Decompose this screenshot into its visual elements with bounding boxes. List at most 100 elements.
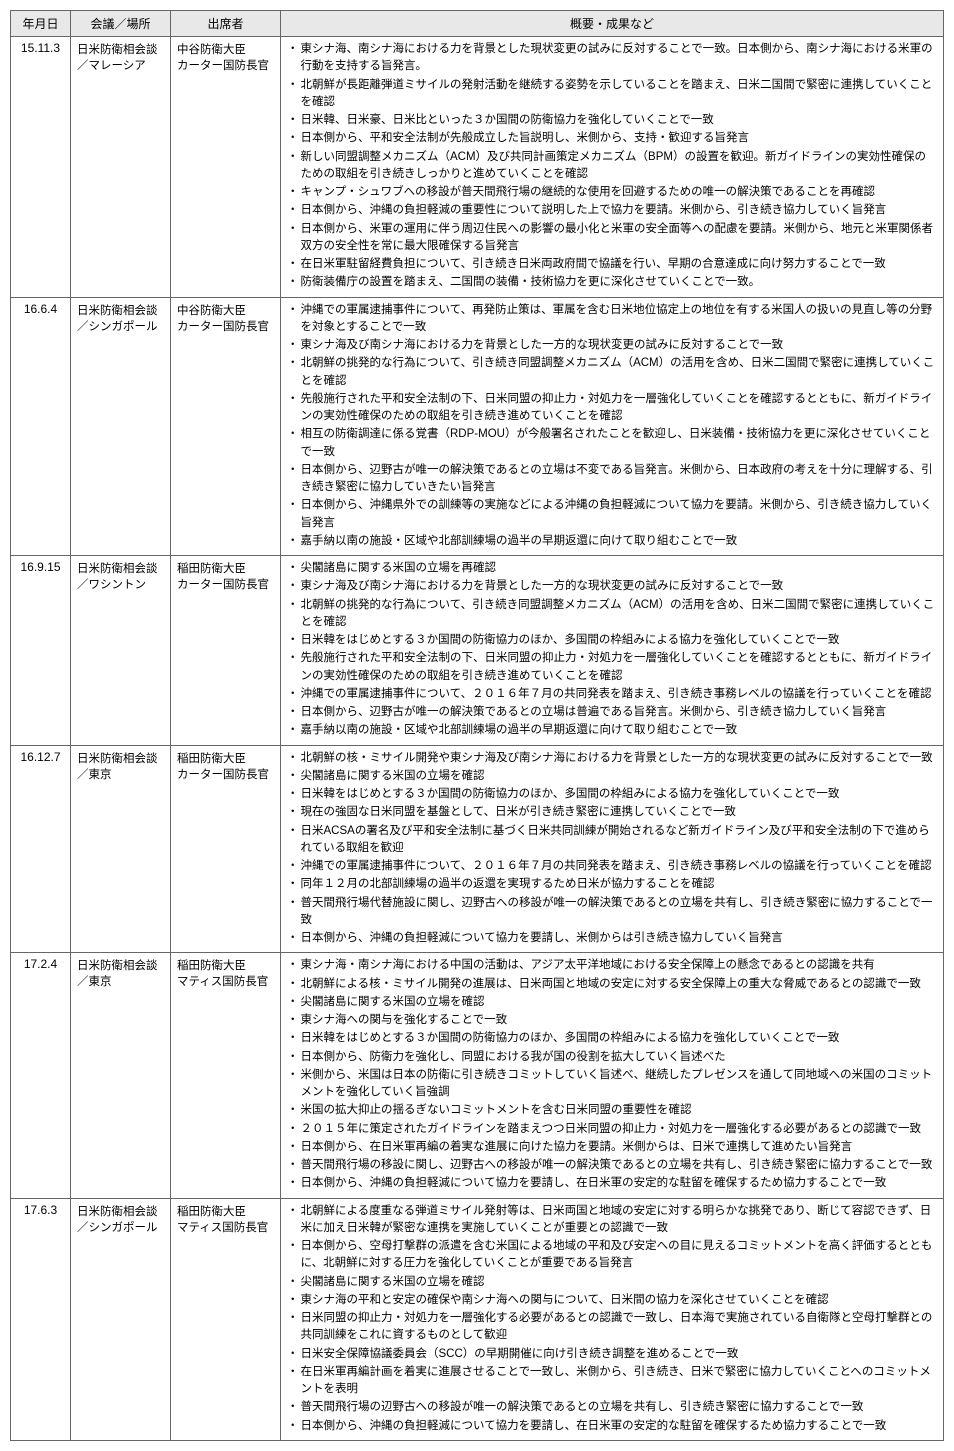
summary-text: 北朝鮮による核・ミサイル開発の進展は、日米両国と地域の安定に対する安全保障上の重… [301, 976, 938, 993]
summary-item: ・防衛装備庁の設置を踏まえ、二国間の装備・技術協力を更に深化させていくことで一致… [287, 274, 937, 291]
summary-text: 尖閣諸島に関する米国の立場を確認 [301, 1274, 938, 1291]
summary-text: ２０１５年に策定されたガイドラインを踏まえつつ日米同盟の抑止力・対処力を一層強化… [301, 1121, 938, 1138]
table-row: 16.6.4日米防衛相会談／シンガポール中谷防衛大臣カーター国防長官・沖縄での軍… [11, 297, 944, 556]
table-row: 17.2.4日米防衛相会談／東京稲田防衛大臣マティス国防長官・東シナ海・南シナ海… [11, 953, 944, 1198]
header-attendees: 出席者 [171, 11, 281, 37]
summary-text: 日米韓、日米豪、日米比といった３か国間の防衛協力を強化していくことで一致 [301, 112, 938, 129]
summary-text: 日本側から、防衛力を強化し、同盟における我が国の役割を拡大していく旨述べた [301, 1049, 938, 1066]
summary-text: 東シナ海及び南シナ海における力を背景とした一方的な現状変更の試みに反対することで… [301, 337, 938, 354]
date-cell: 17.6.3 [11, 1198, 71, 1440]
bullet-icon: ・ [287, 1238, 301, 1273]
summary-cell: ・沖縄での軍属逮捕事件について、再発防止策は、軍属を含む日米地位協定上の地位を有… [281, 297, 944, 556]
bullet-icon: ・ [287, 256, 301, 273]
summary-item: ・２０１５年に策定されたガイドラインを踏まえつつ日米同盟の抑止力・対処力を一層強… [287, 1121, 937, 1138]
summary-text: 日米韓をはじめとする３か国間の防衛協力のほか、多国間の枠組みによる協力を強化して… [301, 1030, 938, 1047]
bullet-icon: ・ [287, 976, 301, 993]
bullet-icon: ・ [287, 930, 301, 947]
summary-item: ・嘉手納以南の施設・区域や北部訓練場の過半の早期返還に向けて取り組むことで一致 [287, 722, 937, 739]
summary-item: ・北朝鮮の挑発的な行為について、引き続き同盟調整メカニズム（ACM）の活用を含め… [287, 597, 937, 632]
summary-text: 普天間飛行場の辺野古への移設が唯一の解決策であるとの立場を共有し、引き続き緊密に… [301, 1399, 938, 1416]
bullet-icon: ・ [287, 578, 301, 595]
summary-item: ・東シナ海及び南シナ海における力を背景とした一方的な現状変更の試みに反対すること… [287, 578, 937, 595]
bullet-icon: ・ [287, 1418, 301, 1435]
bullet-icon: ・ [287, 355, 301, 390]
bullet-icon: ・ [287, 1049, 301, 1066]
summary-item: ・沖縄での軍属逮捕事件について、再発防止策は、軍属を含む日米地位協定上の地位を有… [287, 302, 937, 337]
summary-item: ・日米韓、日米豪、日米比といった３か国間の防衛協力を強化していくことで一致 [287, 112, 937, 129]
summary-item: ・米側から、米国は日本の防衛に引き続きコミットしていく旨述べ、継続したプレゼンス… [287, 1067, 937, 1102]
summary-cell: ・北朝鮮による度重なる弾道ミサイル発射等は、日米両国と地域の安定に対する明らかな… [281, 1198, 944, 1440]
summary-item: ・日本側から、沖縄県外での訓練等の実施などによる沖縄の負担軽減について協力を要請… [287, 497, 937, 532]
summary-item: ・北朝鮮による核・ミサイル開発の進展は、日米両国と地域の安定に対する安全保障上の… [287, 976, 937, 993]
table-header-row: 年月日 会議／場所 出席者 概要・成果など [11, 11, 944, 37]
summary-text: 先般施行された平和安全法制の下、日米同盟の抑止力・対処力を一層強化していくことを… [301, 650, 938, 685]
summary-text: 沖縄での軍属逮捕事件について、２０１６年７月の共同発表を踏まえ、引き続き事務レベ… [301, 858, 938, 875]
summary-item: ・北朝鮮が長距離弾道ミサイルの発射活動を継続する姿勢を示していることを踏まえ、日… [287, 77, 937, 112]
bullet-icon: ・ [287, 1203, 301, 1238]
bullet-icon: ・ [287, 1030, 301, 1047]
summary-item: ・同年１２月の北部訓練場の過半の返還を実現するため日米が協力することを確認 [287, 876, 937, 893]
summary-item: ・米国の拡大抑止の揺るぎないコミットメントを含む日米同盟の重要性を確認 [287, 1102, 937, 1119]
summary-text: 日本側から、沖縄の負担軽減について協力を要請し、在日米軍の安定的な駐留を確保する… [301, 1418, 938, 1435]
bullet-icon: ・ [287, 804, 301, 821]
summary-item: ・東シナ海の平和と安定の確保や南シナ海への関与について、日米間の協力を深化させて… [287, 1292, 937, 1309]
bullet-icon: ・ [287, 1364, 301, 1399]
bullet-icon: ・ [287, 1067, 301, 1102]
summary-item: ・日本側から、在日米軍再編の着実な進展に向けた協力を要請。米側からは、日米で連携… [287, 1139, 937, 1156]
summary-text: 日本側から、辺野古が唯一の解決策であるとの立場は不変である旨発言。米側から、日本… [301, 462, 938, 497]
bullet-icon: ・ [287, 1292, 301, 1309]
summary-text: 沖縄での軍属逮捕事件について、再発防止策は、軍属を含む日米地位協定上の地位を有す… [301, 302, 938, 337]
summary-item: ・日米同盟の抑止力・対処力を一層強化する必要があるとの認識で一致し、日本海で実施… [287, 1310, 937, 1345]
bullet-icon: ・ [287, 112, 301, 129]
bullet-icon: ・ [287, 462, 301, 497]
bullet-icon: ・ [287, 1274, 301, 1291]
summary-cell: ・東シナ海、南シナ海における力を背景とした現状変更の試みに反対することで一致。日… [281, 37, 944, 298]
date-cell: 16.9.15 [11, 556, 71, 746]
summary-text: 日本側から、米軍の運用に伴う周辺住民への影響の最小化と米軍の安全面等への配慮を要… [301, 221, 938, 256]
meeting-cell: 日米防衛相会談／東京 [71, 745, 171, 953]
summary-text: 日本側から、沖縄の負担軽減について協力を要請し、在日米軍の安定的な駐留を確保する… [301, 1175, 938, 1192]
summary-item: ・北朝鮮による度重なる弾道ミサイル発射等は、日米両国と地域の安定に対する明らかな… [287, 1203, 937, 1238]
summary-item: ・日本側から、防衛力を強化し、同盟における我が国の役割を拡大していく旨述べた [287, 1049, 937, 1066]
table-row: 16.9.15日米防衛相会談／ワシントン稲田防衛大臣カーター国防長官・尖閣諸島に… [11, 556, 944, 746]
summary-text: 普天間飛行場の移設に関し、辺野古への移設が唯一の解決策であるとの立場を共有し、引… [301, 1157, 938, 1174]
meeting-cell: 日米防衛相会談／シンガポール [71, 297, 171, 556]
bullet-icon: ・ [287, 1310, 301, 1345]
bullet-icon: ・ [287, 1139, 301, 1156]
summary-text: 東シナ海への関与を強化することで一致 [301, 1012, 938, 1029]
summary-text: 在日米軍再編計画を着実に進展させることで一致し、米側から、引き続き、日米で緊密に… [301, 1364, 938, 1399]
summary-text: 北朝鮮による度重なる弾道ミサイル発射等は、日米両国と地域の安定に対する明らかな挑… [301, 1203, 938, 1238]
table-row: 16.12.7日米防衛相会談／東京稲田防衛大臣カーター国防長官・北朝鮮の核・ミサ… [11, 745, 944, 953]
bullet-icon: ・ [287, 650, 301, 685]
bullet-icon: ・ [287, 632, 301, 649]
bullet-icon: ・ [287, 1175, 301, 1192]
summary-text: 先般施行された平和安全法制の下、日米同盟の抑止力・対処力を一層強化していくことを… [301, 391, 938, 426]
bullet-icon: ・ [287, 895, 301, 930]
bullet-icon: ・ [287, 858, 301, 875]
summary-text: 日本側から、沖縄の負担軽減について協力を要請し、米側からは引き続き協力していく旨… [301, 930, 938, 947]
date-cell: 17.2.4 [11, 953, 71, 1198]
summary-item: ・尖閣諸島に関する米国の立場を確認 [287, 994, 937, 1011]
summary-item: ・東シナ海及び南シナ海における力を背景とした一方的な現状変更の試みに反対すること… [287, 337, 937, 354]
summary-text: キャンプ・シュワブへの移設が普天間飛行場の継続的な使用を回避するための唯一の解決… [301, 184, 938, 201]
summary-item: ・相互の防衛調達に係る覚書（RDP-MOU）が今般署名されたことを歓迎し、日米装… [287, 426, 937, 461]
summary-item: ・東シナ海、南シナ海における力を背景とした現状変更の試みに反対することで一致。日… [287, 41, 937, 76]
summary-text: 日本側から、沖縄県外での訓練等の実施などによる沖縄の負担軽減について協力を要請。… [301, 497, 938, 532]
bullet-icon: ・ [287, 41, 301, 76]
attendees-cell: 稲田防衛大臣マティス国防長官 [171, 1198, 281, 1440]
bullet-icon: ・ [287, 750, 301, 767]
attendees-cell: 稲田防衛大臣カーター国防長官 [171, 556, 281, 746]
summary-text: 普天間飛行場代替施設に関し、辺野古への移設が唯一の解決策であるとの立場を共有し、… [301, 895, 938, 930]
bullet-icon: ・ [287, 130, 301, 147]
summary-text: 日米同盟の抑止力・対処力を一層強化する必要があるとの認識で一致し、日本海で実施さ… [301, 1310, 938, 1345]
meeting-cell: 日米防衛相会談／マレーシア [71, 37, 171, 298]
summary-item: ・普天間飛行場の辺野古への移設が唯一の解決策であるとの立場を共有し、引き続き緊密… [287, 1399, 937, 1416]
attendees-cell: 稲田防衛大臣マティス国防長官 [171, 953, 281, 1198]
summary-text: 嘉手納以南の施設・区域や北部訓練場の過半の早期返還に向けて取り組むことで一致 [301, 722, 938, 739]
bullet-icon: ・ [287, 149, 301, 184]
summary-item: ・日米韓をはじめとする３か国間の防衛協力のほか、多国間の枠組みによる協力を強化し… [287, 1030, 937, 1047]
bullet-icon: ・ [287, 1157, 301, 1174]
bullet-icon: ・ [287, 1102, 301, 1119]
summary-text: 日米安全保障協議委員会（SCC）の早期開催に向け引き続き調整を進めることで一致 [301, 1346, 938, 1363]
bullet-icon: ・ [287, 686, 301, 703]
